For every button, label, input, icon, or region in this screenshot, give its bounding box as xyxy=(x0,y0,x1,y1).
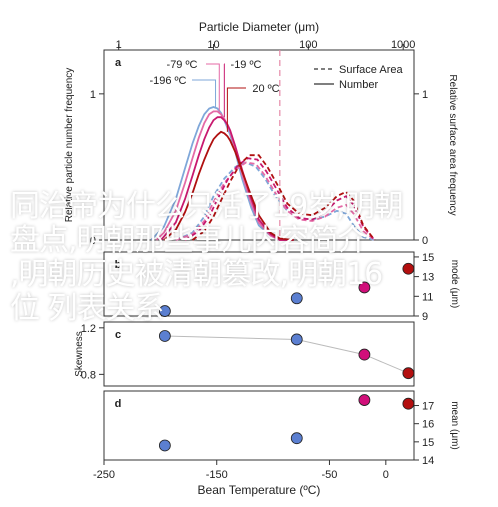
data-point xyxy=(158,330,171,342)
data-point xyxy=(158,305,171,317)
top-axis-tick-label: 1 xyxy=(116,39,122,51)
y-right-axis-tick-label: 14 xyxy=(422,455,434,467)
series-line xyxy=(155,110,294,241)
annotation-label: -79 ºC xyxy=(167,59,198,71)
y-right-axis-title: mean (μm) xyxy=(449,401,460,450)
y-axis-title: Relative particle number frequency xyxy=(64,68,75,223)
data-point xyxy=(358,394,371,406)
top-axis-tick-label: 1000 xyxy=(391,39,415,51)
annotation-label: -19 ºC xyxy=(231,59,262,71)
data-point xyxy=(290,333,303,346)
data-point xyxy=(290,432,303,445)
series-line xyxy=(175,161,375,241)
y-right-axis-tick-label: 11 xyxy=(422,291,433,303)
series-line xyxy=(191,154,376,241)
y-right-axis-tick-label: 0 xyxy=(422,235,428,247)
y-right-axis-tick-label: 9 xyxy=(422,311,428,323)
annotation-leader xyxy=(206,63,220,112)
panel-a-label: a xyxy=(115,57,122,69)
panel-b-frame xyxy=(103,251,415,317)
series-line xyxy=(175,161,376,241)
data-point xyxy=(290,292,303,305)
annotation-label: -196 ºC xyxy=(149,75,186,87)
y-right-axis-tick-label: 13 xyxy=(422,272,434,284)
y-axis-title: Skewness xyxy=(74,331,85,377)
panel-d-label: d xyxy=(115,398,122,410)
data-point xyxy=(358,348,371,361)
top-axis-tick-label: 100 xyxy=(299,39,317,51)
data-point xyxy=(158,439,171,452)
y-axis-tick-label: 1 xyxy=(90,89,96,101)
annotation-leader xyxy=(192,79,217,107)
x-axis-tick-label: 0 xyxy=(383,469,389,481)
panel-c-frame xyxy=(103,321,415,387)
top-axis-title: Particle Diameter (μm) xyxy=(199,20,319,34)
data-point xyxy=(358,281,371,294)
data-point xyxy=(402,262,415,275)
y-right-axis-title: mode (μm) xyxy=(449,260,460,309)
x-axis-title: Bean Temperature (ºC) xyxy=(198,483,321,497)
trend-line xyxy=(164,335,409,374)
x-axis-tick-label: -250 xyxy=(93,469,115,481)
panel-a-frame xyxy=(103,49,415,241)
y-axis-tick-label: 0 xyxy=(90,235,96,247)
y-right-axis-tick-label: 15 xyxy=(422,252,434,264)
top-axis-tick-label: 10 xyxy=(207,39,219,51)
panel-d-frame xyxy=(103,390,415,461)
y-axis-tick-label: 0.8 xyxy=(81,369,96,381)
series-line xyxy=(160,116,294,241)
y-right-axis-tick-label: 15 xyxy=(422,437,434,449)
series-line xyxy=(150,106,294,241)
y-right-axis-title: Relative surface area frequency xyxy=(447,74,458,215)
x-axis-tick-label: -50 xyxy=(322,469,338,481)
data-point xyxy=(402,397,415,410)
annotation-leader xyxy=(226,87,246,132)
legend-label: Surface Area xyxy=(339,64,403,76)
y-right-axis-tick-label: 1 xyxy=(422,89,428,101)
annotation-label: 20 ºC xyxy=(252,83,279,95)
x-axis-tick-label: -150 xyxy=(206,469,228,481)
legend-label: Number xyxy=(339,79,378,91)
y-right-axis-tick-label: 17 xyxy=(422,401,434,413)
panel-b-label: b xyxy=(115,259,122,271)
series-line xyxy=(184,157,376,241)
y-axis-tick-label: 1.2 xyxy=(81,323,96,335)
series-line xyxy=(163,130,294,241)
y-right-axis-tick-label: 16 xyxy=(422,419,434,431)
data-point xyxy=(402,367,415,380)
panel-c-label: c xyxy=(115,329,121,341)
